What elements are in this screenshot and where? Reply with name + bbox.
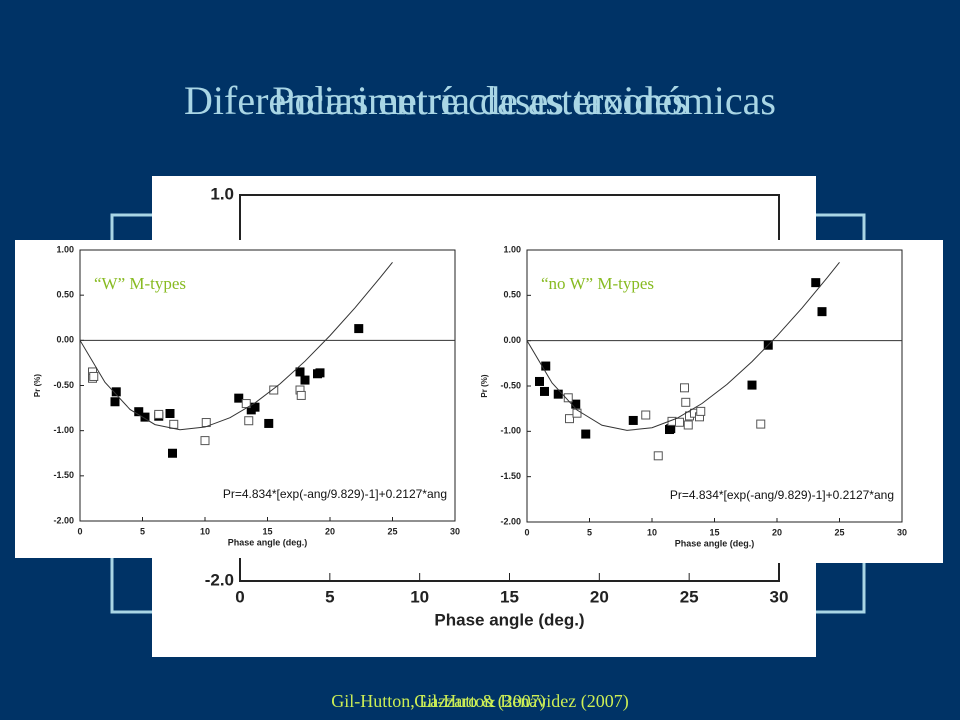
y-tick-label: -0.50 xyxy=(500,380,521,390)
filled-point xyxy=(110,397,120,407)
open-point xyxy=(89,371,99,381)
filled-point xyxy=(581,429,591,439)
formula: Pr=4.834*[exp(-ang/9.829)-1]+0.2127*ang xyxy=(670,488,894,502)
open-point xyxy=(675,417,684,427)
filled-point xyxy=(264,418,274,428)
chart: 1.00 0.50 0.00 -0.50 -1.00 -1.50 -2.000 5 10 15 20… xyxy=(480,240,943,563)
credit: Gil-Hutton (2007) xyxy=(414,691,545,712)
group-label: “no W” M-types xyxy=(541,274,654,293)
y-tick-label: -1.00 xyxy=(53,425,74,435)
filled-point xyxy=(295,367,305,377)
filled-point xyxy=(553,389,563,399)
y-axis-label: Pr (%) xyxy=(480,374,489,397)
open-point xyxy=(681,397,691,407)
x-tick-label: 30 xyxy=(450,526,460,536)
x-axis-label: Phase angle (deg.) xyxy=(434,610,584,629)
x-tick-label: 10 xyxy=(647,527,657,537)
credit: Gil-Hutton, Lazzaro & Benavidez (2007) xyxy=(331,691,628,712)
open-point xyxy=(565,414,574,424)
y-tick-label: 0.50 xyxy=(56,290,74,300)
x-axis-label: Phase angle (deg.) xyxy=(675,538,755,548)
filled-point xyxy=(315,368,325,378)
x-tick-label: 20 xyxy=(772,527,782,537)
y-tick-label: 1.00 xyxy=(503,244,521,254)
open-point xyxy=(680,383,689,393)
x-tick-label: 5 xyxy=(140,526,145,536)
open-point xyxy=(563,393,573,403)
filled-point xyxy=(535,376,544,386)
open-point xyxy=(653,451,663,461)
slide-title: Polarimetría de asteroides xyxy=(272,78,687,123)
filled-point xyxy=(811,278,821,288)
filled-point xyxy=(665,425,674,435)
fit-curve xyxy=(80,261,393,431)
open-point xyxy=(696,406,706,416)
x-tick-label: 30 xyxy=(770,587,789,606)
filled-point xyxy=(168,448,177,458)
x-tick-label: 5 xyxy=(325,587,334,606)
filled-point xyxy=(747,380,757,390)
y-tick-label: 1.0 xyxy=(210,184,234,203)
filled-point xyxy=(571,399,581,409)
filled-point xyxy=(300,375,310,385)
open-point xyxy=(756,419,766,429)
filled-point xyxy=(234,393,244,403)
filled-point xyxy=(817,307,827,317)
y-axis-label: Pr (%) xyxy=(33,374,42,397)
open-point xyxy=(200,436,210,446)
y-tick-label: -1.50 xyxy=(53,470,74,480)
filled-point xyxy=(134,407,144,417)
x-tick-label: 5 xyxy=(587,527,592,537)
y-tick-label: -1.00 xyxy=(500,426,521,436)
x-tick-label: 25 xyxy=(834,527,844,537)
open-point xyxy=(169,419,179,429)
open-point xyxy=(296,390,306,400)
fit-curve xyxy=(527,262,840,431)
filled-point xyxy=(165,409,175,419)
x-tick-label: 20 xyxy=(325,526,335,536)
filled-point xyxy=(354,324,364,334)
open-point xyxy=(683,420,693,430)
x-axis-label: Phase angle (deg.) xyxy=(228,537,308,547)
y-tick-label: -0.50 xyxy=(53,380,74,390)
chart: 1.00 0.50 0.00 -0.50 -1.00 -1.50 -2.000 5 10 15 20… xyxy=(15,240,470,558)
y-tick-label: 0.00 xyxy=(56,335,74,345)
y-tick-label: 0.00 xyxy=(503,335,521,345)
open-point xyxy=(244,416,254,426)
open-point xyxy=(269,385,279,395)
open-point xyxy=(572,408,582,418)
filled-point xyxy=(140,412,150,422)
x-tick-label: 0 xyxy=(524,527,529,537)
open-point xyxy=(154,409,164,419)
x-tick-label: 15 xyxy=(262,526,272,536)
filled-point xyxy=(541,361,551,371)
y-tick-label: 1.00 xyxy=(56,244,74,254)
y-tick-label: -1.50 xyxy=(500,471,521,481)
x-tick-label: 20 xyxy=(590,587,609,606)
slide-title: Diferencias entre clases taxonómicas xyxy=(184,78,776,123)
y-tick-label: -2.00 xyxy=(53,515,74,525)
x-tick-label: 15 xyxy=(709,527,719,537)
x-tick-label: 30 xyxy=(897,527,907,537)
filled-point xyxy=(628,415,638,425)
open-point xyxy=(641,410,651,420)
x-tick-label: 15 xyxy=(500,587,519,606)
x-tick-label: 10 xyxy=(200,526,210,536)
y-tick-label: -2.00 xyxy=(500,516,521,526)
y-tick-label: 0.50 xyxy=(503,290,521,300)
chart-panel xyxy=(512,240,943,563)
x-tick-label: 25 xyxy=(680,587,699,606)
filled-point xyxy=(111,387,121,397)
x-tick-label: 0 xyxy=(235,587,244,606)
formula: Pr=4.834*[exp(-ang/9.829)-1]+0.2127*ang xyxy=(223,487,447,501)
filled-point xyxy=(540,386,549,396)
y-tick-label: -2.0 xyxy=(205,570,234,589)
x-tick-label: 0 xyxy=(77,526,82,536)
group-label: “W” M-types xyxy=(94,274,186,293)
x-tick-label: 10 xyxy=(410,587,429,606)
x-tick-label: 25 xyxy=(387,526,397,536)
